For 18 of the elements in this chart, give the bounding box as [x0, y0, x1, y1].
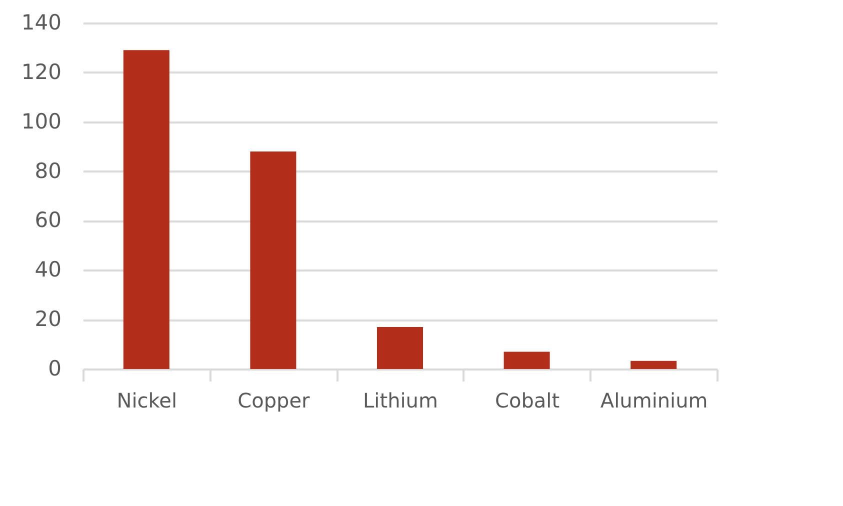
bar: [123, 50, 170, 369]
bar: [377, 326, 423, 369]
y-tick-label: 20: [34, 307, 62, 332]
bar: [630, 360, 677, 369]
x-tick-label: Nickel: [116, 388, 178, 412]
y-tick-label: 0: [48, 356, 62, 380]
x-tick-label: Lithium: [363, 388, 438, 412]
y-tick-label: 60: [34, 208, 62, 232]
x-tick-label: Aluminium: [600, 388, 708, 412]
x-tick-label: Copper: [238, 388, 311, 412]
y-tick-label: 80: [34, 158, 62, 183]
y-tick-label: 40: [34, 258, 62, 282]
bar: [250, 152, 296, 369]
x-tick-label: Cobalt: [495, 388, 560, 412]
y-tick-label: 100: [21, 109, 62, 134]
bar: [504, 352, 550, 369]
y-tick-label: 120: [21, 60, 62, 84]
y-tick-label: 140: [21, 10, 62, 34]
